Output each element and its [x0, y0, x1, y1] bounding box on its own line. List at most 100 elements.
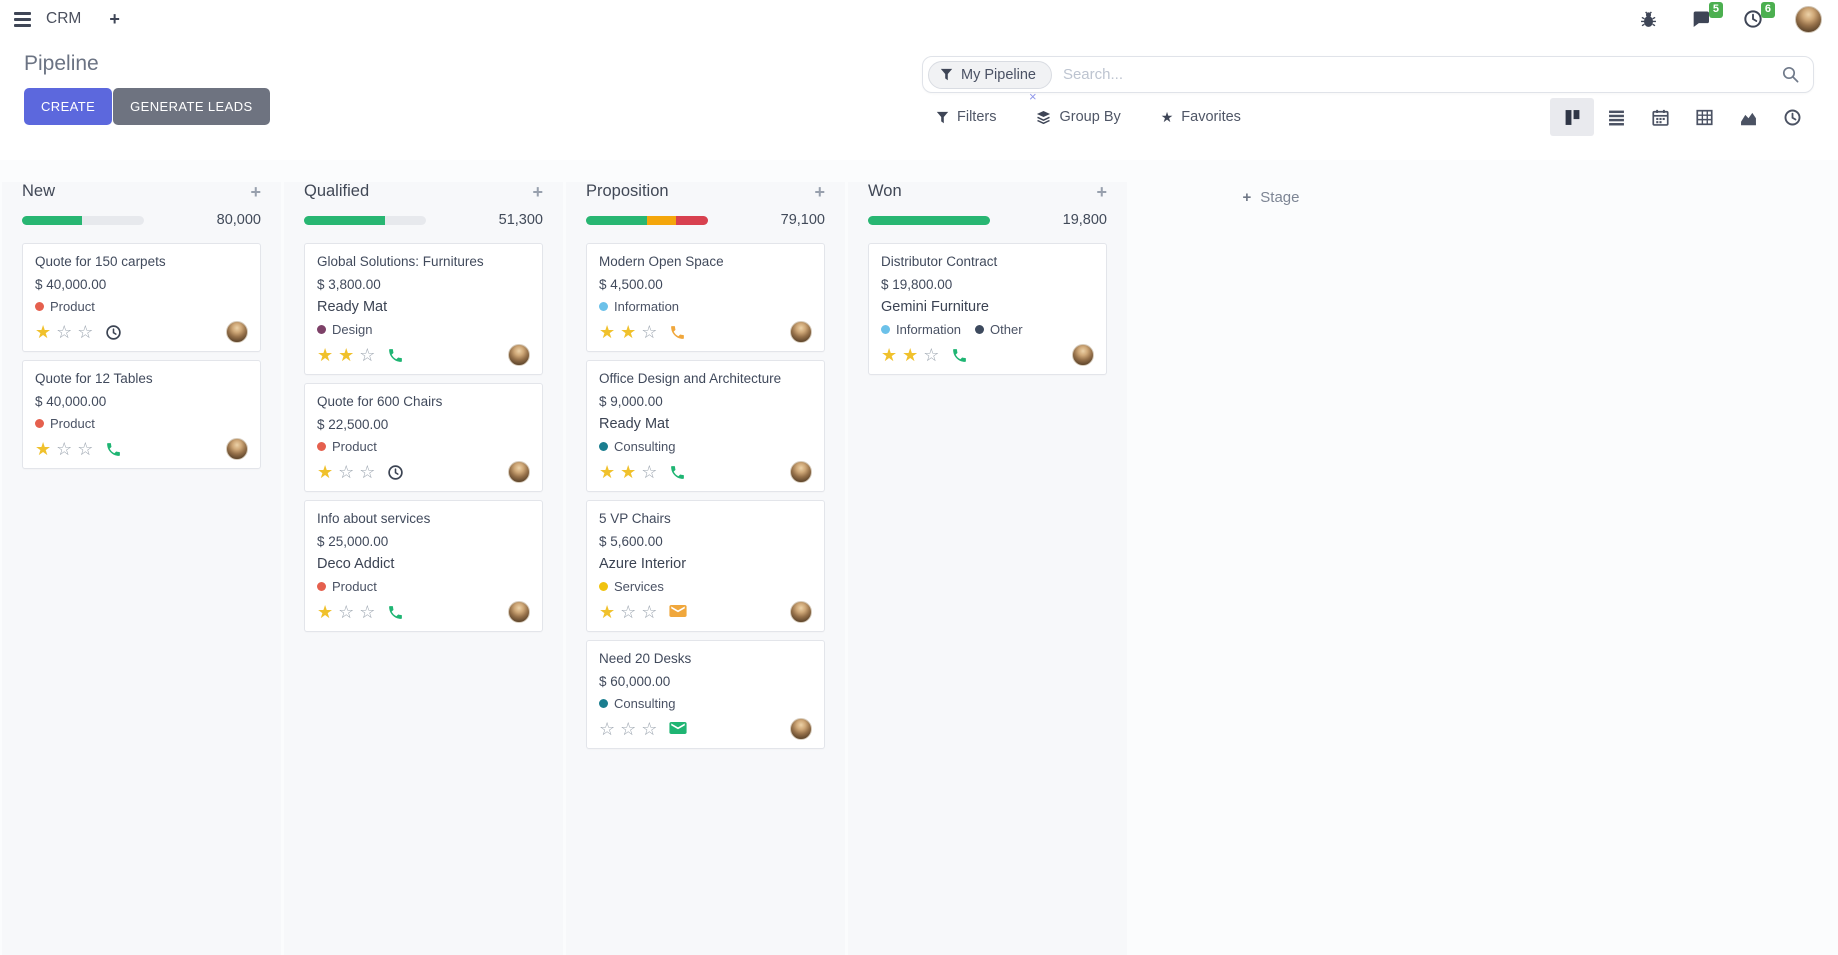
kanban-card[interactable]: Info about services $ 25,000.00 Deco Addic…: [304, 500, 543, 632]
salesperson-avatar[interactable]: [1072, 344, 1094, 366]
column-add-icon[interactable]: +: [532, 181, 543, 202]
facet-remove-icon[interactable]: ×: [1029, 89, 1037, 104]
phone-activity-icon[interactable]: [387, 347, 404, 364]
salesperson-avatar[interactable]: [226, 438, 248, 460]
salesperson-avatar[interactable]: [508, 601, 530, 623]
priority-star-icon[interactable]: ☆: [620, 602, 637, 622]
page-title: Pipeline: [24, 52, 99, 75]
envelope-activity-icon[interactable]: [669, 721, 688, 737]
search-facet-my-pipeline[interactable]: My Pipeline: [928, 60, 1052, 89]
view-pivot-button[interactable]: [1682, 98, 1726, 136]
create-button[interactable]: CREATE: [24, 88, 113, 125]
priority-star-icon[interactable]: ☆: [338, 602, 355, 622]
priority-star-icon[interactable]: ★: [338, 345, 355, 365]
add-tab-icon[interactable]: +: [109, 9, 120, 29]
priority-star-icon[interactable]: ☆: [359, 462, 376, 482]
tag-dot: [317, 325, 326, 334]
kanban-card[interactable]: Need 20 Desks $ 60,000.00 Consulting ☆ ☆ ☆: [586, 640, 825, 749]
priority-star-icon[interactable]: ☆: [77, 322, 94, 342]
salesperson-avatar[interactable]: [790, 601, 812, 623]
column-add-icon[interactable]: +: [1096, 181, 1107, 202]
priority-star-icon[interactable]: ☆: [641, 462, 658, 482]
user-avatar[interactable]: [1795, 5, 1822, 33]
priority-star-icon[interactable]: ☆: [599, 719, 616, 739]
priority-star-icon[interactable]: ★: [317, 602, 334, 622]
phone-activity-icon[interactable]: [669, 324, 686, 341]
kanban-card[interactable]: 5 VP Chairs $ 5,600.00 Azure Interior Servi…: [586, 500, 825, 632]
app-name[interactable]: CRM: [46, 10, 82, 27]
envelope-activity-icon[interactable]: [669, 604, 688, 620]
salesperson-avatar[interactable]: [226, 321, 248, 343]
priority-star-icon[interactable]: ★: [35, 439, 52, 459]
priority-star-icon[interactable]: ★: [599, 322, 616, 342]
kanban-card[interactable]: Quote for 600 Chairs $ 22,500.00 Product ★ ☆…: [304, 383, 543, 492]
apps-menu-icon[interactable]: [14, 11, 31, 27]
priority-star-icon[interactable]: ☆: [923, 345, 940, 365]
clock-activity-icon[interactable]: [105, 324, 122, 341]
column-progressbar[interactable]: [22, 215, 144, 225]
view-calendar-button[interactable]: [1638, 98, 1682, 136]
clock-activity-icon[interactable]: [387, 464, 404, 481]
view-list-button[interactable]: [1594, 98, 1638, 136]
priority-star-icon[interactable]: ★: [902, 345, 919, 365]
view-kanban-button[interactable]: [1550, 98, 1594, 136]
salesperson-avatar[interactable]: [508, 344, 530, 366]
column-progressbar[interactable]: [868, 215, 990, 225]
priority-star-icon[interactable]: ☆: [56, 322, 73, 342]
priority-star-icon[interactable]: ★: [317, 345, 334, 365]
tag-dot: [599, 582, 608, 591]
priority-star-icon[interactable]: ★: [620, 322, 637, 342]
column-title[interactable]: Won: [868, 182, 902, 200]
priority-star-icon[interactable]: ★: [881, 345, 898, 365]
salesperson-avatar[interactable]: [790, 321, 812, 343]
priority-star-icon[interactable]: ☆: [77, 439, 94, 459]
generate-leads-button[interactable]: GENERATE LEADS: [113, 88, 270, 125]
activities-icon[interactable]: 6: [1743, 2, 1775, 29]
priority-star-icon[interactable]: ☆: [620, 719, 637, 739]
priority-star-icon[interactable]: ★: [599, 602, 616, 622]
favorites-menu[interactable]: ★ Favorites: [1161, 109, 1241, 126]
priority-star-icon[interactable]: ★: [599, 462, 616, 482]
debug-bug-icon[interactable]: [1639, 10, 1658, 29]
add-stage-button[interactable]: + Stage: [1130, 182, 1412, 210]
salesperson-avatar[interactable]: [508, 461, 530, 483]
phone-activity-icon[interactable]: [951, 347, 968, 364]
column-progressbar[interactable]: [586, 215, 708, 225]
column-title[interactable]: Qualified: [304, 182, 370, 200]
column-title[interactable]: Proposition: [586, 182, 669, 200]
priority-star-icon[interactable]: ☆: [359, 602, 376, 622]
kanban-card[interactable]: Modern Open Space $ 4,500.00 Information ★ ★…: [586, 243, 825, 352]
priority-star-icon[interactable]: ☆: [338, 462, 355, 482]
priority-star-icon[interactable]: ☆: [641, 602, 658, 622]
kanban-card[interactable]: Distributor Contract $ 19,800.00 Gemini Fu…: [868, 243, 1107, 375]
phone-activity-icon[interactable]: [105, 441, 122, 458]
salesperson-avatar[interactable]: [790, 718, 812, 740]
card-title: Distributor Contract: [881, 254, 998, 269]
salesperson-avatar[interactable]: [790, 461, 812, 483]
priority-star-icon[interactable]: ☆: [359, 345, 376, 365]
kanban-card[interactable]: Quote for 12 Tables $ 40,000.00 Product ★ ☆ ☆: [22, 360, 261, 469]
phone-activity-icon[interactable]: [669, 464, 686, 481]
kanban-card[interactable]: Office Design and Architecture $ 9,000.00…: [586, 360, 825, 492]
column-add-icon[interactable]: +: [250, 181, 261, 202]
kanban-card[interactable]: Global Solutions: Furnitures $ 3,800.00 Re…: [304, 243, 543, 375]
phone-activity-icon[interactable]: [387, 604, 404, 621]
search-icon[interactable]: [1782, 66, 1799, 83]
filters-menu[interactable]: Filters: [936, 109, 996, 125]
column-progressbar[interactable]: [304, 215, 426, 225]
column-add-icon[interactable]: +: [814, 181, 825, 202]
priority-star-icon[interactable]: ☆: [641, 719, 658, 739]
priority-star-icon[interactable]: ★: [317, 462, 334, 482]
view-graph-button[interactable]: [1726, 98, 1770, 136]
messages-icon[interactable]: 5: [1690, 2, 1723, 29]
priority-star-icon[interactable]: ★: [620, 462, 637, 482]
priority-star-icon[interactable]: ★: [35, 322, 52, 342]
search-input[interactable]: My Pipeline Search... ×: [922, 56, 1814, 103]
column-title[interactable]: New: [22, 182, 56, 200]
view-activity-button[interactable]: [1770, 98, 1814, 136]
group-by-menu[interactable]: Group By: [1036, 109, 1121, 125]
column-header: New +: [22, 182, 261, 201]
kanban-card[interactable]: Quote for 150 carpets $ 40,000.00 Product ★…: [22, 243, 261, 352]
priority-star-icon[interactable]: ☆: [56, 439, 73, 459]
priority-star-icon[interactable]: ☆: [641, 322, 658, 342]
